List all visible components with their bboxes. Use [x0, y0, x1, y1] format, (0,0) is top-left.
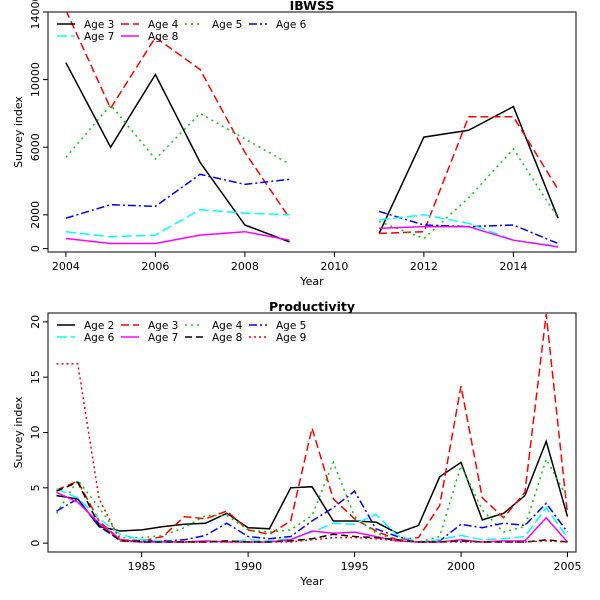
legend-entry: Age 4 — [212, 320, 243, 332]
legend-entry: Age 6 — [84, 332, 115, 344]
y-tick-label: 14000 — [29, 0, 42, 30]
x-tick-label: 2005 — [553, 560, 581, 573]
x-axis-label: Year — [299, 575, 324, 588]
series-line-age-8 — [65, 225, 559, 248]
x-tick-label: 1985 — [128, 560, 156, 573]
y-tick-label: 6000 — [29, 133, 42, 161]
legend-entry: Age 8 — [212, 332, 242, 344]
x-tick-label: 2008 — [231, 260, 259, 273]
x-tick-label: 2000 — [447, 560, 475, 573]
y-tick-label: 10 — [29, 426, 42, 440]
x-tick-label: 1995 — [341, 560, 369, 573]
chart-title: Productivity — [269, 299, 355, 314]
x-axis-label: Year — [299, 275, 324, 288]
y-axis-label: Survey index — [12, 96, 25, 168]
x-tick-label: 2010 — [320, 260, 348, 273]
chart-title: IBWSS — [290, 0, 335, 13]
legend-entry: Age 3 — [84, 19, 114, 31]
legend-entry: Age 7 — [148, 332, 178, 344]
series-line-age-6 — [56, 488, 569, 543]
series-line-age-5 — [65, 103, 559, 240]
series-line-age-5 — [56, 489, 569, 543]
series-line-age-3 — [65, 62, 559, 243]
series-line-age-8 — [56, 481, 568, 543]
y-tick-label: 2000 — [29, 201, 42, 229]
y-tick-label: 20 — [29, 315, 42, 329]
legend-entry: Age 5 — [212, 19, 242, 31]
x-tick-label: 2012 — [410, 260, 438, 273]
x-tick-label: 1990 — [234, 560, 262, 573]
chart-panel-1: Productivity 1985 1990 1995 2000 2005 0 5 10 15 20… — [12, 299, 581, 588]
chart-panel-0: IBWSS 2004 2006 2008 2010 2012 2014 0 2000 6000 10… — [12, 0, 577, 288]
legend-entry: Age 9 — [276, 332, 306, 344]
legend-entry: Age 7 — [84, 31, 114, 43]
y-tick-label: 15 — [29, 370, 42, 384]
y-tick-label: 0 — [29, 540, 42, 547]
y-tick-label: 5 — [29, 484, 42, 491]
y-tick-label: 10000 — [29, 62, 42, 97]
series-line-age-4 — [55, 457, 569, 543]
legend-entry: Age 5 — [276, 320, 306, 332]
x-tick-label: 2004 — [52, 260, 80, 273]
series-line-age-3 — [56, 314, 569, 542]
legend-entry: Age 8 — [148, 31, 178, 43]
series-line-age-6 — [65, 173, 559, 245]
series-line-age-7 — [65, 208, 559, 247]
legend-entry: Age 3 — [148, 320, 178, 332]
series-line-age-9 — [56, 363, 568, 543]
series-line-age-2 — [56, 439, 569, 535]
legend-entry: Age 2 — [84, 320, 114, 332]
legend-entry: Age 4 — [148, 19, 179, 31]
x-tick-label: 2006 — [141, 260, 169, 273]
y-axis-label: Survey index — [12, 396, 25, 468]
y-tick-label: 0 — [29, 245, 42, 252]
x-tick-label: 2014 — [499, 260, 527, 273]
plot-frame — [47, 11, 577, 253]
legend-entry: Age 6 — [276, 19, 307, 31]
